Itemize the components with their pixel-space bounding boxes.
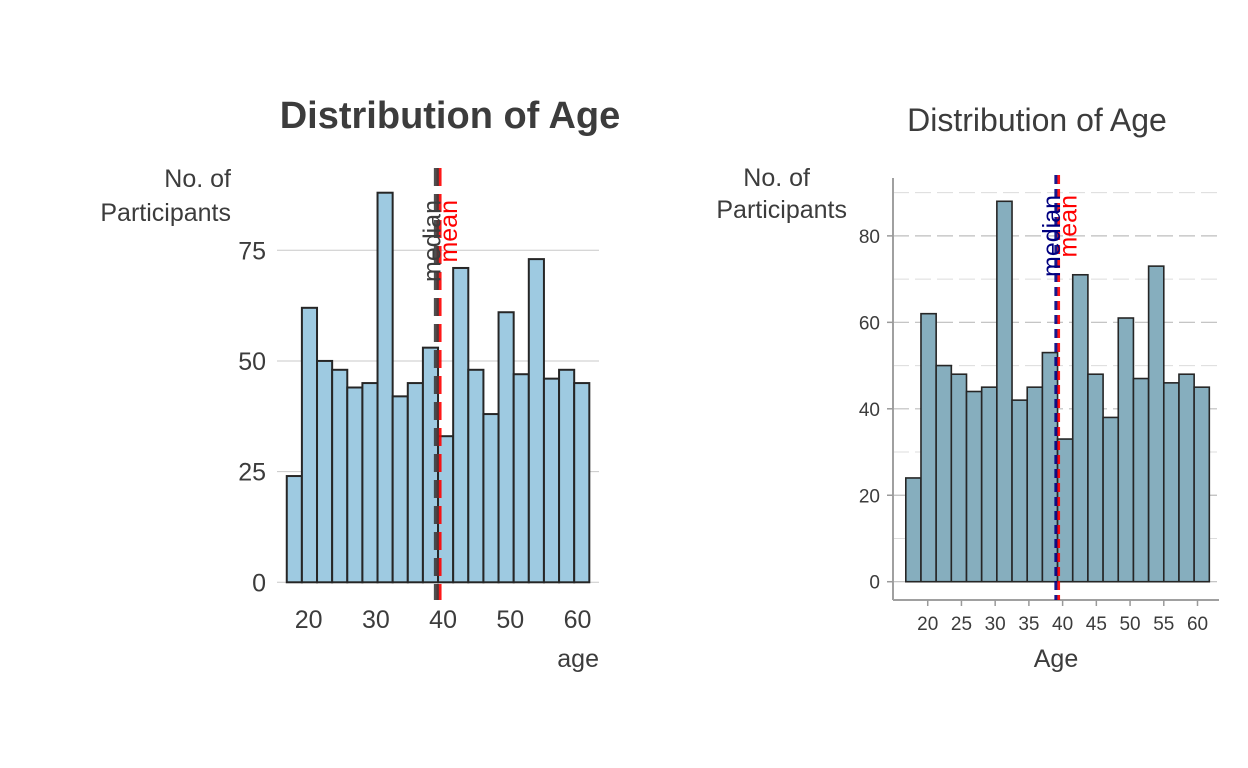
right-x-tick-label: 60	[1187, 614, 1208, 635]
left-chart-title: Distribution of Age	[280, 95, 621, 137]
left-x-tick-label: 30	[362, 606, 390, 634]
right-bar	[950, 373, 968, 583]
right-bar	[1193, 386, 1211, 583]
left-chart-panel: Distribution of Age No. of Participants …	[100, 95, 620, 673]
right-y-tick-label: 40	[859, 400, 880, 421]
left-x-tick-label: 20	[295, 606, 323, 634]
right-x-tick-label: 35	[1018, 614, 1039, 635]
left-bar	[346, 386, 364, 584]
left-median-label: median	[418, 200, 446, 282]
left-y-tick-label: 50	[238, 348, 266, 376]
right-bar	[1132, 377, 1150, 583]
left-bar	[300, 306, 319, 584]
left-x-tick-label: 40	[429, 606, 457, 634]
right-chart-title: Distribution of Age	[907, 102, 1167, 138]
right-bar	[1162, 382, 1180, 583]
right-y-axis-label-line2: Participants	[716, 196, 847, 224]
left-bar	[376, 191, 394, 584]
right-x-tick-label: 40	[1052, 614, 1073, 635]
left-bar	[542, 377, 561, 584]
right-bar	[1117, 317, 1135, 583]
left-bar	[316, 359, 334, 584]
right-x-tick-label: 30	[985, 614, 1006, 635]
right-y-axis-label-line1: No. of	[743, 164, 810, 192]
left-y-tick-label: 25	[238, 459, 266, 487]
right-bar	[1087, 373, 1104, 583]
right-bars	[905, 200, 1211, 583]
right-bar	[980, 386, 998, 583]
right-x-tick-label: 45	[1086, 614, 1107, 635]
right-chart-panel: Distribution of Age No. of Participants …	[716, 102, 1219, 673]
left-bar	[406, 382, 424, 584]
right-x-tick-label: 50	[1119, 614, 1140, 635]
right-x-axis-label: Age	[1034, 645, 1078, 673]
left-bar	[573, 382, 591, 584]
right-y-tick-label: 80	[859, 227, 880, 248]
right-bar	[1147, 265, 1165, 583]
right-bar	[1011, 399, 1029, 583]
left-bar	[467, 368, 485, 584]
right-median-label: median	[1038, 195, 1066, 277]
left-bar	[497, 311, 515, 584]
right-bar	[1071, 273, 1089, 583]
left-y-tick-labels: 0 25 50 75	[238, 237, 266, 597]
right-bar	[935, 364, 953, 583]
right-x-tick-labels: 20 25 30 35 40 45 50 55 60	[917, 600, 1208, 635]
left-bar	[361, 382, 379, 584]
right-bar	[996, 200, 1013, 583]
right-bar	[905, 477, 922, 583]
left-bar	[482, 413, 500, 584]
right-y-tick-label: 0	[869, 573, 880, 594]
left-bar	[558, 368, 576, 584]
right-y-tick-label: 60	[859, 313, 880, 334]
left-bar	[331, 368, 349, 584]
left-bar	[285, 475, 303, 584]
left-y-tick-label: 75	[238, 237, 266, 265]
right-bar	[965, 390, 983, 583]
right-x-tick-label: 25	[951, 614, 972, 635]
left-y-axis-label-line1: No. of	[164, 165, 231, 193]
right-x-tick-label: 20	[917, 614, 938, 635]
right-x-tick-label: 55	[1153, 614, 1174, 635]
left-bar	[527, 258, 545, 584]
left-bar	[452, 266, 470, 584]
right-bar	[1026, 386, 1044, 583]
left-bar	[512, 373, 530, 584]
right-bar	[1178, 373, 1195, 583]
left-x-tick-label: 60	[564, 606, 592, 634]
left-mean-label: mean	[435, 200, 463, 263]
right-y-tick-label: 20	[859, 486, 880, 507]
left-x-axis-label: age	[557, 645, 599, 673]
right-y-tick-labels: 0 20 40 60 80	[859, 227, 880, 594]
left-bars	[285, 191, 591, 584]
right-bar	[920, 312, 937, 583]
left-y-axis-label-line2: Participants	[100, 199, 231, 227]
left-x-tick-label: 50	[496, 606, 524, 634]
right-bar	[1102, 416, 1120, 583]
left-y-tick-label: 0	[252, 569, 266, 597]
left-x-tick-labels: 20 30 40 50 60	[295, 606, 592, 634]
right-mean-label: mean	[1055, 195, 1083, 258]
left-bar	[391, 395, 409, 584]
